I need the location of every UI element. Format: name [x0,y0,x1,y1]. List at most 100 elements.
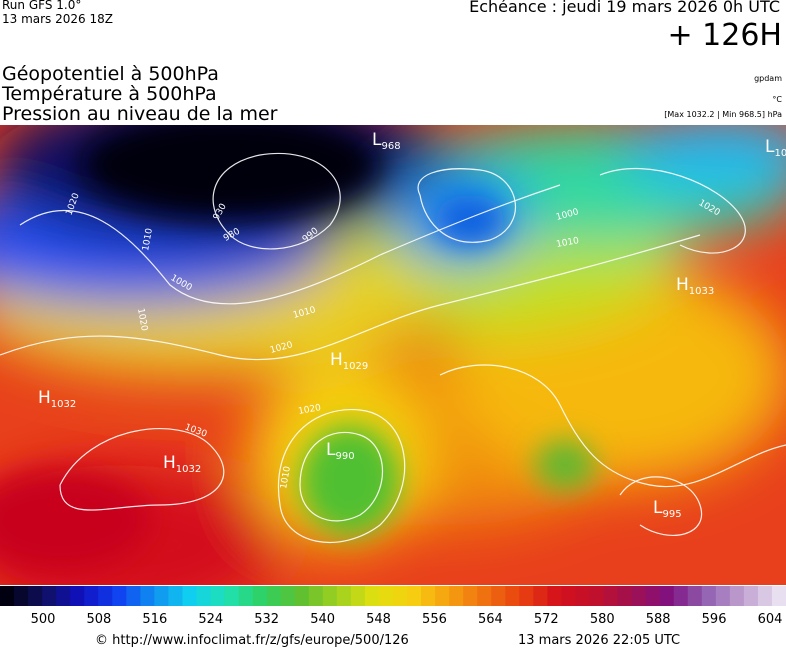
center-letter: H [38,388,51,408]
colorbar-swatch [70,586,85,606]
colorbar-swatch [294,586,310,606]
colorbar-swatch [449,586,464,606]
pressure-center: H1033 [676,275,714,297]
center-value: 968 [381,141,400,152]
colorbar-swatch [393,586,408,606]
colorbar-swatch [603,586,619,606]
footer-url: © http://www.infoclimat.fr/z/gfs/europe/… [95,633,409,648]
contour-label: 1020 [135,308,149,333]
colorbar-swatch [687,586,703,606]
colorbar: 500 508 516 524 532 540 548 556 564 572 580 588 596 6… [0,586,786,648]
colorbar-swatch [463,586,478,606]
pressure-center: L968 [372,130,401,152]
colorbar-swatch [519,586,534,606]
center-letter: H [330,350,343,370]
run-date: 13 mars 2026 18Z [2,12,113,26]
colorbar-swatch [757,586,773,606]
colorbar-swatch [126,586,141,606]
colorbar-swatch [196,586,212,606]
colorbar-swatch [112,586,127,606]
colorbar-swatch [336,586,352,606]
colorbar-swatch [182,586,197,606]
colorbar-tick-label: 524 [198,612,223,627]
center-value: 1033 [689,286,714,297]
colorbar-swatch [407,586,422,606]
contour-label: 1020 [298,403,323,417]
colorbar-swatch [56,586,71,606]
lead-time: + 126H [667,18,783,53]
center-value: 995 [662,509,681,520]
colorbar-swatch [154,586,169,606]
contour-label: 1010 [279,465,293,490]
colorbar-swatch [14,586,29,606]
echeance: Echéance : jeudi 19 mars 2026 0h UTC [469,0,780,16]
footer-date: 13 mars 2026 22:05 UTC [518,633,680,648]
pressure-center: L990 [326,440,355,462]
colorbar-tick-label: 556 [422,612,447,627]
center-value: 1032 [51,399,76,410]
unit: gpdam [754,74,782,83]
colorbar-tick-label: 516 [142,612,167,627]
colorbar-tick-label: 540 [310,612,335,627]
colorbar-tick-label: 604 [758,612,783,627]
colorbar-swatch [771,586,786,606]
center-value: 10 [774,148,786,159]
colorbar-swatch [729,586,745,606]
colorbar-swatch [238,586,254,606]
pressure-center: L10 [765,137,786,159]
center-value: 1032 [176,464,201,475]
colorbar-swatch [589,586,605,606]
colorbar-swatch [701,586,717,606]
center-letter: H [163,453,176,473]
center-value: 990 [335,451,354,462]
colorbar-tick-label: 564 [478,612,503,627]
run-label: Run GFS 1.0° [2,0,82,12]
center-letter: L [372,130,382,150]
colorbar-swatch [140,586,155,606]
colorbar-swatch [210,586,226,606]
colorbar-swatch [322,586,338,606]
colorbar-tick-label: 572 [534,612,559,627]
title: Géopotentiel à 500hPa [2,63,219,85]
contour-label: 1010 [141,227,155,252]
pressure-center: L995 [653,498,682,520]
colorbar-swatch [505,586,520,606]
title: Pression au niveau de la mer [2,103,278,125]
title: Température à 500hPa [2,83,217,105]
colorbar-swatch [266,586,282,606]
colorbar-swatch [659,586,675,606]
colorbar-swatch [280,586,296,606]
colorbar-swatch [224,586,240,606]
colorbar-swatch [673,586,689,606]
contour-label: 1010 [556,236,581,250]
colorbar-swatch [533,586,548,606]
colorbar-swatch [547,586,562,606]
colorbar-swatch [561,586,576,606]
colorbar-tick-label: 596 [702,612,727,627]
colorbar-swatch [715,586,731,606]
colorbar-swatch [421,586,436,606]
colorbar-swatch [168,586,183,606]
colorbar-tick-label: 548 [366,612,391,627]
colorbar-swatch [378,586,394,606]
colorbar-swatch [28,586,43,606]
colorbar-swatch [42,586,57,606]
pressure-center: H1032 [163,453,201,475]
colorbar-tick-label: 588 [646,612,671,627]
center-value: 1029 [343,361,368,372]
pressure-center: H1032 [38,388,76,410]
colorbar-swatch [350,586,366,606]
colorbar-swatch [575,586,590,606]
colorbar-swatch [743,586,759,606]
colorbar-swatch [435,586,450,606]
colorbar-swatch [364,586,380,606]
center-letter: L [653,498,663,518]
colorbar-tick-label: 500 [31,612,56,627]
center-letter: L [765,137,775,157]
colorbar-swatch [84,586,99,606]
unit: °C [772,95,782,104]
colorbar-swatch [645,586,661,606]
colorbar-swatch [98,586,113,606]
